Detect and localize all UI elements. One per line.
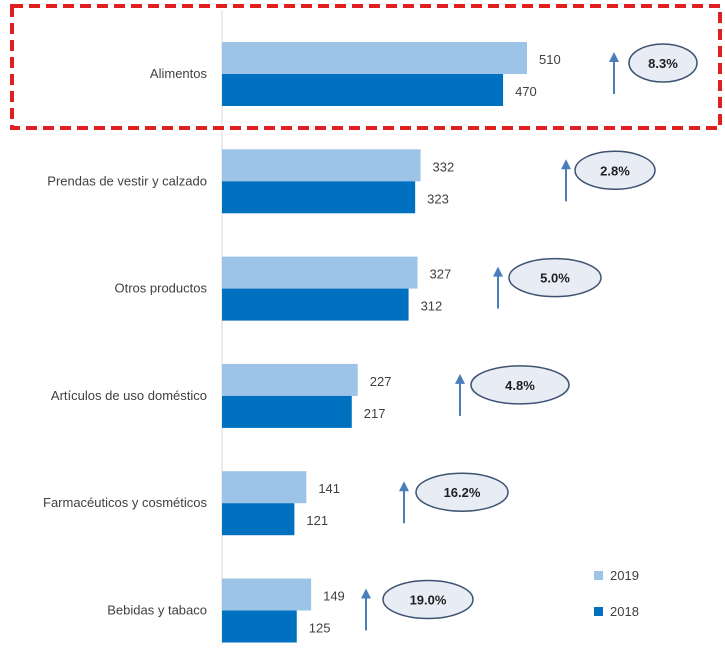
growth-label: 5.0%	[540, 271, 570, 286]
bar-2019	[222, 256, 418, 289]
bar-2019	[222, 363, 358, 396]
category-label: Bebidas y tabaco	[107, 603, 207, 618]
data-label: 312	[421, 299, 443, 314]
data-label: 332	[433, 159, 455, 174]
growth-badge	[382, 579, 474, 620]
bar-2019	[222, 471, 307, 504]
bar-2019	[222, 149, 421, 182]
growth-badge	[574, 150, 656, 191]
up-arrow-icon	[455, 373, 465, 384]
bar-2018	[222, 181, 416, 214]
growth-label: 8.3%	[648, 56, 678, 71]
bar-2019	[222, 42, 527, 74]
growth-label: 2.8%	[600, 163, 630, 178]
highlight-box	[10, 4, 722, 130]
data-label: 121	[306, 513, 328, 528]
bar-2018	[222, 74, 504, 106]
growth-badge	[415, 472, 509, 512]
category-label: Prendas de vestir y calzado	[47, 173, 207, 188]
up-arrow-icon	[561, 159, 571, 170]
category-label: Alimentos	[150, 66, 208, 81]
up-arrow-icon	[399, 481, 409, 492]
growth-label: 4.8%	[505, 378, 535, 393]
category-label: Farmacéuticos y cosméticos	[43, 495, 207, 510]
growth-label: 19.0%	[410, 593, 447, 608]
up-arrow-icon	[609, 52, 619, 62]
data-label: 217	[364, 406, 386, 421]
legend-swatch	[594, 607, 603, 616]
legend-label: 2019	[610, 568, 639, 583]
bar-2018	[222, 288, 409, 321]
legend-swatch	[594, 571, 603, 580]
up-arrow-icon	[493, 266, 503, 277]
up-arrow-icon	[361, 588, 371, 599]
bar-2018	[222, 503, 295, 536]
data-label: 470	[515, 84, 537, 99]
data-label: 327	[430, 267, 452, 282]
data-label: 323	[427, 191, 449, 206]
data-label: 125	[309, 621, 331, 636]
growth-badge	[470, 365, 570, 405]
data-label: 227	[370, 374, 392, 389]
category-label: Artículos de uso doméstico	[51, 388, 207, 403]
bar-2018	[222, 395, 352, 428]
legend-label: 2018	[610, 604, 639, 619]
category-label: Otros productos	[115, 281, 208, 296]
bar-2019	[222, 578, 312, 611]
data-label: 149	[323, 589, 345, 604]
data-label: 141	[318, 481, 340, 496]
growth-badge	[628, 43, 698, 83]
growth-label: 16.2%	[444, 485, 481, 500]
data-label: 510	[539, 52, 561, 67]
growth-badge	[508, 257, 602, 298]
bar-2018	[222, 610, 297, 643]
